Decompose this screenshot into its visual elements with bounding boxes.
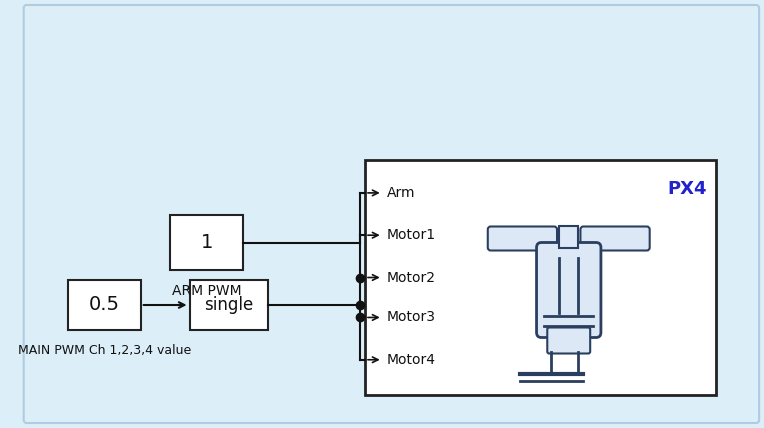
Bar (559, 226, 578, 247)
Text: single: single (204, 296, 253, 314)
Bar (365, 160, 716, 395)
FancyBboxPatch shape (536, 243, 601, 338)
Text: MAIN PWM Ch 1,2,3,4 value: MAIN PWM Ch 1,2,3,4 value (18, 344, 191, 357)
FancyBboxPatch shape (547, 327, 590, 354)
Text: Motor1: Motor1 (387, 228, 435, 242)
Text: 0.5: 0.5 (89, 295, 120, 315)
FancyBboxPatch shape (487, 226, 557, 250)
Text: Motor3: Motor3 (387, 310, 435, 324)
Text: PX4: PX4 (667, 180, 707, 198)
FancyBboxPatch shape (24, 5, 759, 423)
FancyBboxPatch shape (581, 226, 649, 250)
Text: ARM PWM: ARM PWM (172, 284, 241, 298)
Bar (170, 215, 243, 270)
Text: Motor2: Motor2 (387, 270, 435, 285)
Text: Arm: Arm (387, 186, 415, 200)
Text: Motor4: Motor4 (387, 353, 435, 367)
Text: 1: 1 (200, 233, 212, 252)
Bar (189, 280, 267, 330)
Bar (67, 280, 141, 330)
